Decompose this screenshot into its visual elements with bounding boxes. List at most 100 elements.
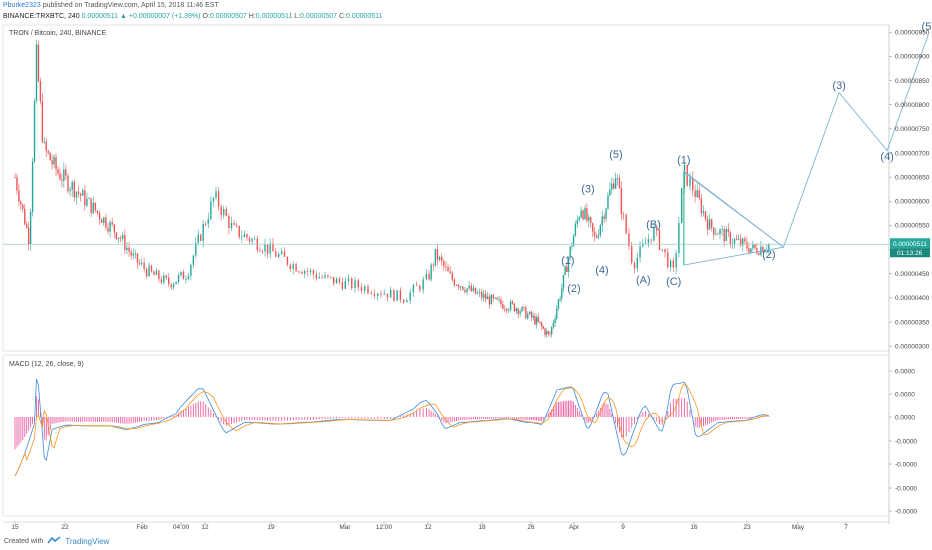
candle-body xyxy=(618,177,621,189)
candle-body xyxy=(84,190,86,206)
candle-body xyxy=(525,307,527,319)
y-tick-label: 0.00000450 xyxy=(895,271,930,278)
wave-label: (A) xyxy=(636,274,651,286)
candle-body xyxy=(27,227,30,245)
last-price-label: 0.00000511 xyxy=(893,241,927,248)
candle-body xyxy=(57,169,59,174)
candle-body xyxy=(248,237,251,242)
candle-body xyxy=(534,316,536,325)
candle-body xyxy=(119,237,122,239)
candle-body xyxy=(567,258,570,272)
candle-body xyxy=(172,284,175,288)
candle-body xyxy=(315,274,318,279)
low-key: L: xyxy=(294,13,301,20)
candle-body xyxy=(143,262,145,269)
candle-body xyxy=(253,238,256,240)
candle-body xyxy=(578,217,580,220)
candle-body xyxy=(530,311,533,318)
candle-body xyxy=(243,234,246,237)
candle-body xyxy=(432,264,434,266)
candle-body xyxy=(195,242,197,256)
candle-body xyxy=(561,288,563,299)
candle-body xyxy=(168,277,170,285)
y-tick-label: 0.00000950 xyxy=(895,30,930,37)
high-key: H: xyxy=(248,13,256,20)
x-tick-label: 7 xyxy=(844,524,848,531)
candle-body xyxy=(220,206,222,215)
candle-body xyxy=(330,276,332,278)
candle-body xyxy=(29,211,32,245)
candle-body xyxy=(545,331,548,335)
x-tick-label: Apr xyxy=(569,524,580,531)
wave-label: (1) xyxy=(677,155,690,167)
candle-body xyxy=(622,214,625,216)
wave-label: (4) xyxy=(595,265,608,277)
x-tick-label: 12 xyxy=(201,524,209,531)
candle-body xyxy=(540,322,543,327)
candle-body xyxy=(185,279,187,280)
candle-body xyxy=(155,270,158,275)
candle-body xyxy=(134,253,137,255)
candle-body xyxy=(658,230,661,250)
author-link[interactable]: Pburke2323 xyxy=(3,2,41,9)
last-price-tag xyxy=(890,238,930,249)
macd-legend: MACD (12, 26, close, 9) xyxy=(9,361,84,368)
candle-body xyxy=(748,248,750,253)
candle-body xyxy=(204,223,207,225)
candle-body xyxy=(595,236,598,238)
price-pane xyxy=(2,24,890,352)
candle-body xyxy=(190,264,192,276)
candle-body xyxy=(719,229,721,235)
countdown-label: 01:13:26 xyxy=(897,250,923,257)
candle-body xyxy=(479,291,481,293)
candle-body xyxy=(572,235,575,247)
y-tick-label: 0.00000600 xyxy=(895,199,930,206)
candle-body xyxy=(90,198,92,214)
candle-body xyxy=(351,278,353,289)
candle-body xyxy=(486,296,489,300)
macd-line xyxy=(14,378,769,477)
candle-body xyxy=(706,219,709,230)
y-tick-label: 0.00000750 xyxy=(895,126,930,133)
macd-y-tick-label: 0.0000 xyxy=(895,414,915,421)
candle-body xyxy=(441,256,443,262)
candle-body xyxy=(430,264,432,280)
candle-body xyxy=(542,326,545,329)
candle-body xyxy=(737,238,740,240)
candle-body xyxy=(529,311,531,315)
candle-body xyxy=(698,190,700,199)
candle-body xyxy=(238,225,240,238)
candle-body xyxy=(428,273,430,280)
x-tick-label: 18 xyxy=(478,524,486,531)
candle-body xyxy=(180,271,182,276)
candle-body xyxy=(711,219,713,228)
candle-body xyxy=(148,265,150,277)
candle-body xyxy=(434,249,437,266)
candle-body xyxy=(438,256,441,260)
candle-body xyxy=(664,249,666,253)
candle-body xyxy=(694,190,696,197)
candle-body xyxy=(71,181,73,190)
candle-body xyxy=(278,254,280,257)
candle-body xyxy=(756,248,758,254)
wave-label: (B) xyxy=(646,219,661,231)
candle-body xyxy=(406,300,408,303)
candle-body xyxy=(580,210,582,218)
candle-body xyxy=(513,303,516,312)
triangle-upper xyxy=(683,170,784,248)
candle-body xyxy=(631,246,633,263)
candle-body xyxy=(644,243,647,244)
candle-body xyxy=(301,271,303,274)
candle-body xyxy=(549,333,551,335)
candle-body xyxy=(559,298,561,300)
candle-body xyxy=(554,318,556,324)
candle-body xyxy=(464,289,466,293)
y-tick-label: 0.00000400 xyxy=(895,295,930,302)
open-value: 0.00000507 xyxy=(209,13,247,20)
candle-body xyxy=(43,141,46,143)
candle-body xyxy=(768,244,770,250)
macd-y-tick-label: -0.0000 xyxy=(895,508,917,515)
candle-body xyxy=(539,321,541,323)
low-value: 0.00000507 xyxy=(300,13,338,20)
